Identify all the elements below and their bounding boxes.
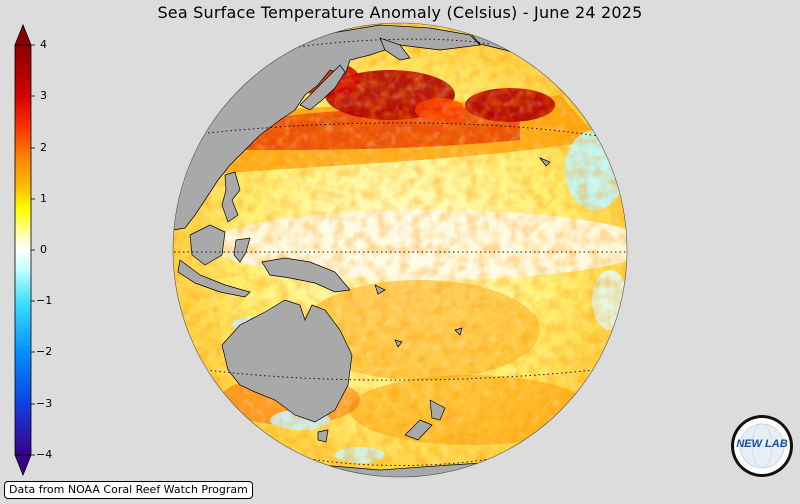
map-title: Sea Surface Temperature Anomaly (Celsius…	[157, 3, 643, 22]
colorbar-tick: 2	[40, 141, 47, 154]
logo-text: NEW LAB	[736, 438, 787, 450]
data-credit-label: Data from NOAA Coral Reef Watch Program	[4, 481, 253, 499]
colorbar: 4 3 2 1 0 −1 −2 −3 −4	[0, 0, 70, 500]
globe-outline	[172, 22, 628, 478]
colorbar-gradient	[14, 23, 35, 477]
colorbar-tick: −2	[36, 345, 53, 358]
colorbar-tick: −4	[36, 448, 53, 461]
nex-lab-logo-icon: NEW LAB	[730, 414, 794, 478]
colorbar-tick: 0	[40, 243, 47, 256]
colorbar-tick: 4	[40, 38, 47, 51]
colorbar-tick: 3	[40, 89, 47, 102]
graticule	[174, 38, 626, 466]
colorbar-tick: 1	[40, 192, 47, 205]
colorbar-tick: −1	[36, 294, 53, 307]
colorbar-tick: −3	[36, 397, 53, 410]
